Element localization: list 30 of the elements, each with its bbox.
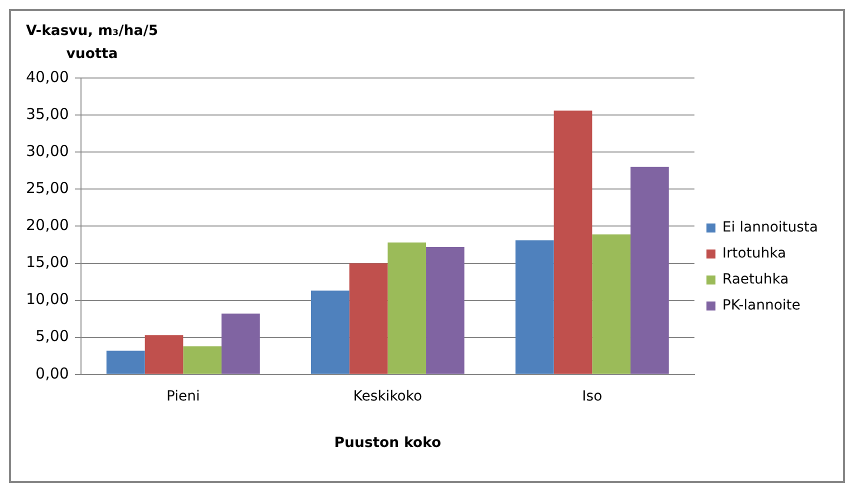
x-axis-title: Puuston koko: [334, 435, 442, 452]
x-tick-label: Keskikoko: [353, 388, 422, 404]
y-tick-label: 30,00: [26, 142, 69, 160]
bar: [222, 314, 260, 374]
bar: [630, 166, 669, 374]
bar: [144, 335, 184, 374]
y-tick-label: 0,00: [36, 364, 69, 382]
bar: [106, 350, 145, 374]
y-tick-label: 25,00: [26, 179, 69, 198]
y-axis-title: V-kasvu, m₃/ha/5 vuotta: [26, 23, 158, 62]
y-tick-label: 20,00: [26, 216, 69, 234]
legend-label: Ei lannoitusta: [722, 220, 818, 236]
bar: [183, 346, 222, 374]
bar: [554, 110, 592, 374]
legend-label: Raetuhka: [722, 272, 789, 288]
y-tick-label: 5,00: [36, 327, 69, 346]
x-tick-label: Pieni: [166, 388, 200, 404]
y-tick-label: 35,00: [26, 104, 69, 123]
y-tick-label: 40,00: [26, 68, 69, 86]
y-tick-label: 10,00: [26, 290, 69, 308]
bar: [592, 234, 631, 374]
bar: [310, 290, 350, 374]
legend-label: Irtotuhka: [722, 246, 786, 262]
legend-label: PK-lannoite: [722, 298, 800, 314]
bar: [388, 242, 426, 374]
bar: [426, 246, 464, 374]
x-tick-label: Iso: [582, 388, 602, 404]
y-tick-label: 15,00: [26, 253, 69, 272]
bar: [349, 263, 388, 374]
bar: [515, 240, 554, 374]
